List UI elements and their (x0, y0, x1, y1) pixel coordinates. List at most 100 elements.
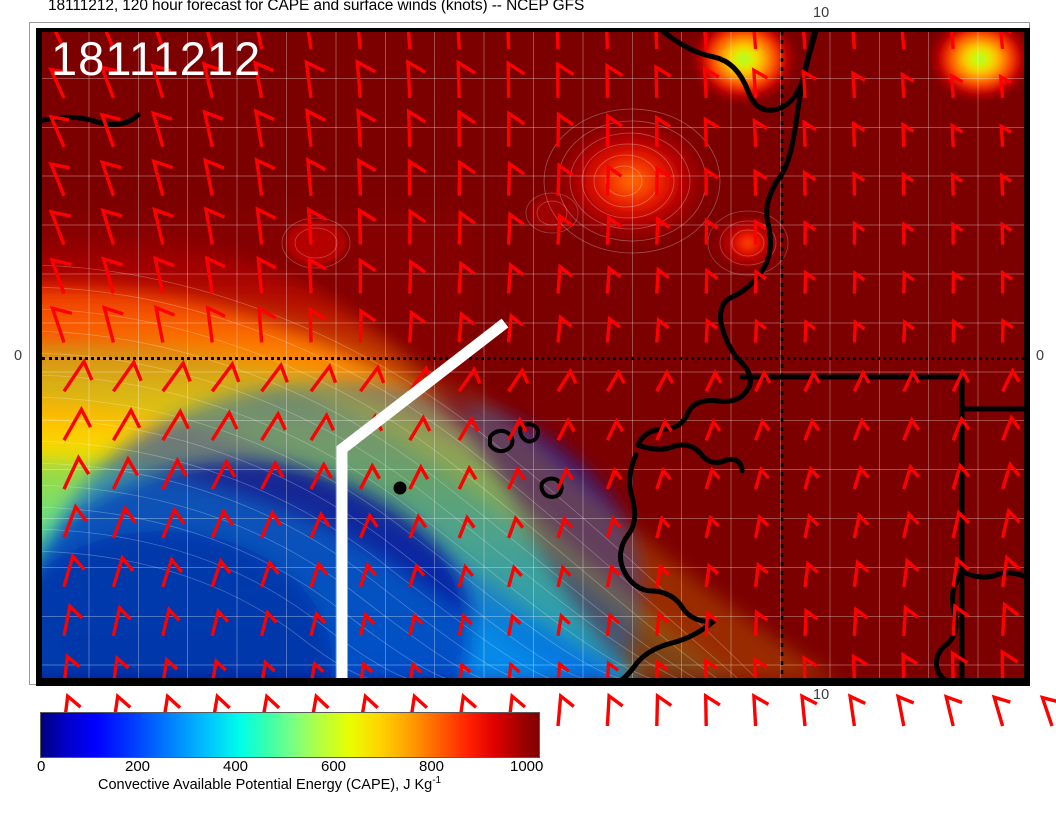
wind-barb (260, 459, 285, 490)
colorbar-tick-400: 400 (223, 758, 249, 775)
wind-barb (101, 256, 124, 294)
wind-barb (210, 557, 232, 588)
wind-barb (754, 369, 772, 393)
wind-barb (951, 556, 970, 588)
wind-barb (753, 513, 770, 539)
wind-barb (556, 367, 578, 393)
wind-barb (556, 111, 575, 147)
wind-barb (358, 561, 377, 588)
wind-barb (210, 458, 237, 490)
wind-barb (309, 660, 325, 682)
wind-barb (901, 171, 915, 196)
wind-barb (556, 692, 575, 727)
wind-barb (62, 357, 94, 393)
axis-edge-right (1024, 28, 1030, 686)
wind-barb (408, 414, 432, 442)
wind-barb (356, 108, 377, 147)
wind-barb (851, 120, 866, 147)
wind-barb (506, 60, 526, 98)
wind-barb (704, 267, 719, 294)
wind-barb (506, 612, 522, 637)
wind-barb (257, 305, 277, 343)
wind-barb (803, 560, 819, 588)
wind-barb (1000, 554, 1021, 588)
wind-barb (951, 270, 964, 294)
wind-barb (803, 513, 820, 539)
wind-barb (949, 31, 964, 50)
wind-barb (506, 312, 524, 343)
wind-barb (99, 160, 122, 197)
wind-barb (704, 369, 723, 393)
wind-barb (253, 108, 275, 148)
wind-barb (457, 260, 476, 294)
wind-barb (605, 368, 626, 393)
wind-barb (49, 305, 73, 343)
wind-barb (62, 552, 86, 588)
wind-barb (457, 514, 476, 539)
wind-barb (655, 563, 670, 588)
wind-barb (408, 208, 427, 245)
wind-barb (902, 270, 915, 294)
wind-barb (309, 560, 329, 588)
wind-barb (308, 306, 327, 343)
wind-barb (555, 31, 560, 50)
wind-barb (48, 67, 69, 99)
wind-barb (556, 314, 573, 343)
wind-barb (902, 510, 920, 539)
wind-barb (507, 416, 528, 442)
wind-barb (161, 359, 192, 393)
wind-barb (202, 109, 224, 148)
wind-barb (655, 466, 672, 490)
wind-barb (201, 61, 223, 99)
wind-barb (655, 611, 670, 636)
wind-barb (851, 70, 866, 98)
wind-barb (111, 554, 135, 588)
wind-barb (358, 308, 377, 343)
wind-barb (161, 456, 188, 490)
wind-barb (1000, 460, 1021, 490)
wind-barb (1000, 601, 1020, 636)
wind-barb (902, 604, 920, 636)
wind-barb (895, 693, 915, 727)
wind-barb (556, 660, 570, 682)
wind-barb (161, 408, 190, 442)
wind-barb (259, 609, 278, 637)
wind-barb (901, 121, 915, 147)
wind-barb (99, 65, 121, 99)
wind-barb (457, 415, 480, 442)
wind-barb (704, 514, 720, 539)
wind-barb (62, 405, 93, 442)
wind-barb (457, 109, 477, 147)
wind-barb (306, 31, 313, 50)
wind-barb (799, 693, 818, 727)
wind-barb (556, 417, 576, 441)
wind-barb (852, 417, 871, 441)
wind-barb (950, 122, 964, 147)
wind-barb (655, 515, 671, 539)
wind-barb (655, 266, 670, 294)
wind-barb (852, 559, 870, 588)
wind-barb (150, 110, 173, 148)
wind-barb (949, 72, 964, 99)
wind-barb (307, 256, 327, 294)
axis-edge-left (36, 28, 42, 686)
wind-barb (902, 221, 915, 245)
wind-barb (605, 563, 621, 588)
wind-barb (506, 563, 523, 588)
wind-barb (357, 207, 377, 245)
wind-barb (556, 564, 572, 588)
wind-barb (62, 454, 91, 490)
wind-barb (999, 172, 1013, 196)
wind-barb (605, 692, 624, 727)
colorbar-caption: Convective Available Potential Energy (C… (98, 775, 441, 793)
wind-barb (204, 255, 226, 294)
wind-barb (306, 206, 327, 245)
wind-barb (152, 255, 175, 294)
colorbar-tick-800: 800 (419, 758, 445, 775)
wind-barb (951, 603, 970, 636)
wind-barb (902, 463, 921, 490)
wind-barb (358, 512, 379, 539)
wind-barb (605, 612, 620, 637)
wind-barb (1001, 414, 1021, 441)
wind-barb (951, 462, 971, 490)
